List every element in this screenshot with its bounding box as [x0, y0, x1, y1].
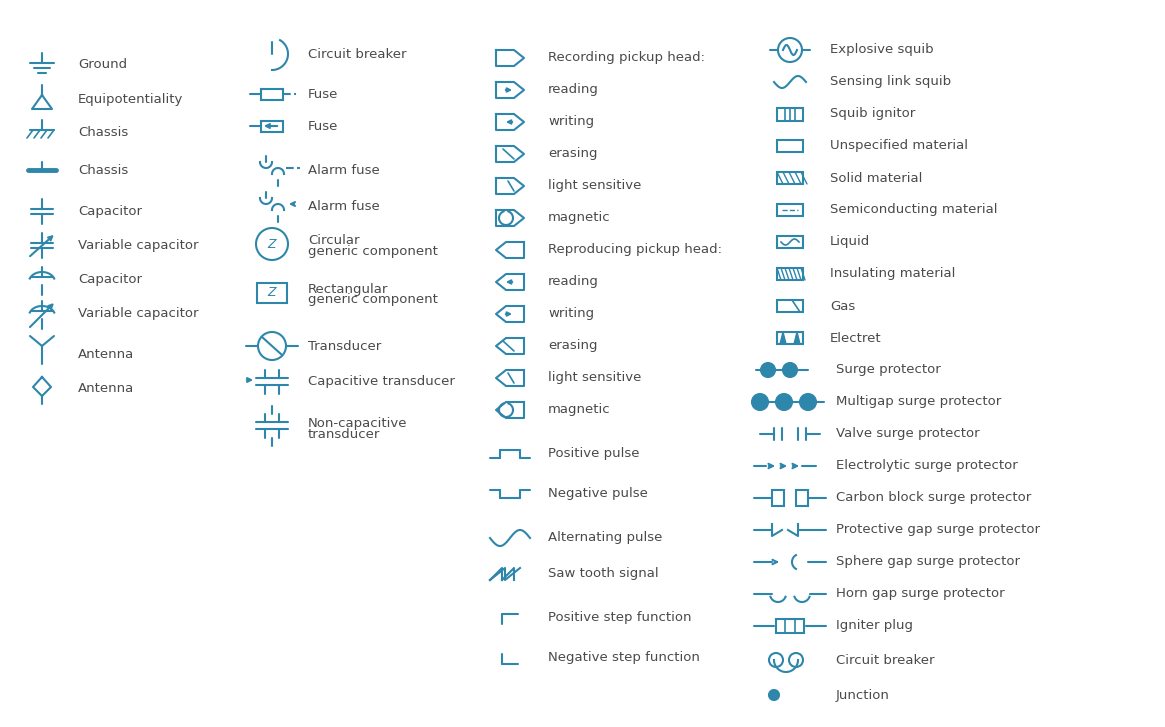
Bar [777, 268, 803, 280]
Text: Valve surge protector: Valve surge protector [836, 427, 980, 441]
Text: Capacitive transducer: Capacitive transducer [308, 376, 454, 388]
Text: Electrolytic surge protector: Electrolytic surge protector [836, 459, 1018, 473]
Bar [772, 490, 784, 506]
Text: Circuit breaker: Circuit breaker [308, 47, 407, 60]
Bar [777, 332, 803, 344]
Text: generic component: generic component [308, 294, 438, 307]
Text: light sensitive: light sensitive [548, 180, 642, 193]
Text: Igniter plug: Igniter plug [836, 619, 913, 632]
Text: Liquid: Liquid [829, 236, 870, 249]
Text: Positive step function: Positive step function [548, 611, 692, 624]
Text: reading: reading [548, 84, 599, 97]
Bar [796, 490, 809, 506]
Circle shape [751, 394, 768, 410]
Text: Chassis: Chassis [78, 126, 128, 139]
Bar [777, 172, 803, 184]
Bar [777, 108, 803, 121]
Text: Alternating pulse: Alternating pulse [548, 531, 663, 545]
Circle shape [776, 394, 792, 410]
Circle shape [800, 394, 815, 410]
Text: Circular: Circular [308, 233, 360, 246]
Circle shape [783, 363, 797, 377]
Text: Sphere gap surge protector: Sphere gap surge protector [836, 555, 1021, 569]
Text: transducer: transducer [308, 428, 381, 441]
Text: light sensitive: light sensitive [548, 371, 642, 385]
Text: Gas: Gas [829, 300, 855, 313]
Text: Reproducing pickup head:: Reproducing pickup head: [548, 244, 722, 257]
Text: Transducer: Transducer [308, 340, 381, 353]
Text: Solid material: Solid material [829, 172, 923, 185]
Circle shape [761, 363, 775, 377]
Text: magnetic: magnetic [548, 403, 610, 417]
Text: Multigap surge protector: Multigap surge protector [836, 395, 1001, 409]
Text: Z: Z [268, 286, 276, 300]
Text: Electret: Electret [829, 332, 882, 345]
Text: Equipotentiality: Equipotentiality [78, 94, 183, 106]
Text: Protective gap surge protector: Protective gap surge protector [836, 523, 1040, 537]
Text: Circuit breaker: Circuit breaker [836, 654, 934, 667]
Text: Junction: Junction [836, 688, 890, 702]
Text: Squib ignitor: Squib ignitor [829, 108, 916, 121]
Text: Negative pulse: Negative pulse [548, 488, 648, 500]
Text: writing: writing [548, 308, 594, 321]
Text: Rectangular: Rectangular [308, 283, 388, 295]
Text: Capacitor: Capacitor [78, 273, 142, 286]
Bar [777, 140, 803, 152]
Text: erasing: erasing [548, 340, 598, 353]
Text: Fuse: Fuse [308, 119, 338, 132]
Text: magnetic: magnetic [548, 212, 610, 225]
Text: Ground: Ground [78, 57, 127, 71]
Text: Surge protector: Surge protector [836, 364, 941, 377]
Bar [777, 300, 803, 312]
Text: Saw tooth signal: Saw tooth signal [548, 568, 658, 580]
Bar [776, 619, 804, 633]
Text: Antenna: Antenna [78, 348, 134, 361]
Text: Insulating material: Insulating material [829, 268, 955, 281]
Bar [777, 236, 803, 248]
Text: Alarm fuse: Alarm fuse [308, 164, 380, 177]
Text: Capacitor: Capacitor [78, 206, 142, 219]
Text: Unspecified material: Unspecified material [829, 140, 968, 153]
Text: Chassis: Chassis [78, 164, 128, 177]
Text: Positive pulse: Positive pulse [548, 448, 640, 460]
Text: Explosive squib: Explosive squib [829, 44, 933, 57]
Bar [261, 121, 283, 132]
Text: Variable capacitor: Variable capacitor [78, 239, 198, 252]
Text: Z: Z [268, 238, 276, 251]
Text: Fuse: Fuse [308, 87, 338, 100]
Bar [261, 89, 283, 100]
Text: Horn gap surge protector: Horn gap surge protector [836, 587, 1004, 601]
Text: Carbon block surge protector: Carbon block surge protector [836, 491, 1031, 505]
Text: Recording pickup head:: Recording pickup head: [548, 52, 705, 65]
Text: writing: writing [548, 116, 594, 129]
Bar [257, 283, 287, 303]
Polygon shape [795, 332, 800, 344]
Text: Semiconducting material: Semiconducting material [829, 204, 997, 217]
Text: Antenna: Antenna [78, 382, 134, 395]
Bar [777, 204, 803, 216]
Text: erasing: erasing [548, 148, 598, 161]
Text: generic component: generic component [308, 244, 438, 257]
Text: Negative step function: Negative step function [548, 651, 700, 664]
Text: Variable capacitor: Variable capacitor [78, 308, 198, 321]
Circle shape [769, 690, 779, 700]
Text: Non-capacitive: Non-capacitive [308, 417, 408, 430]
Text: Alarm fuse: Alarm fuse [308, 199, 380, 212]
Polygon shape [781, 332, 786, 344]
Text: reading: reading [548, 276, 599, 289]
Text: Sensing link squib: Sensing link squib [829, 76, 951, 89]
